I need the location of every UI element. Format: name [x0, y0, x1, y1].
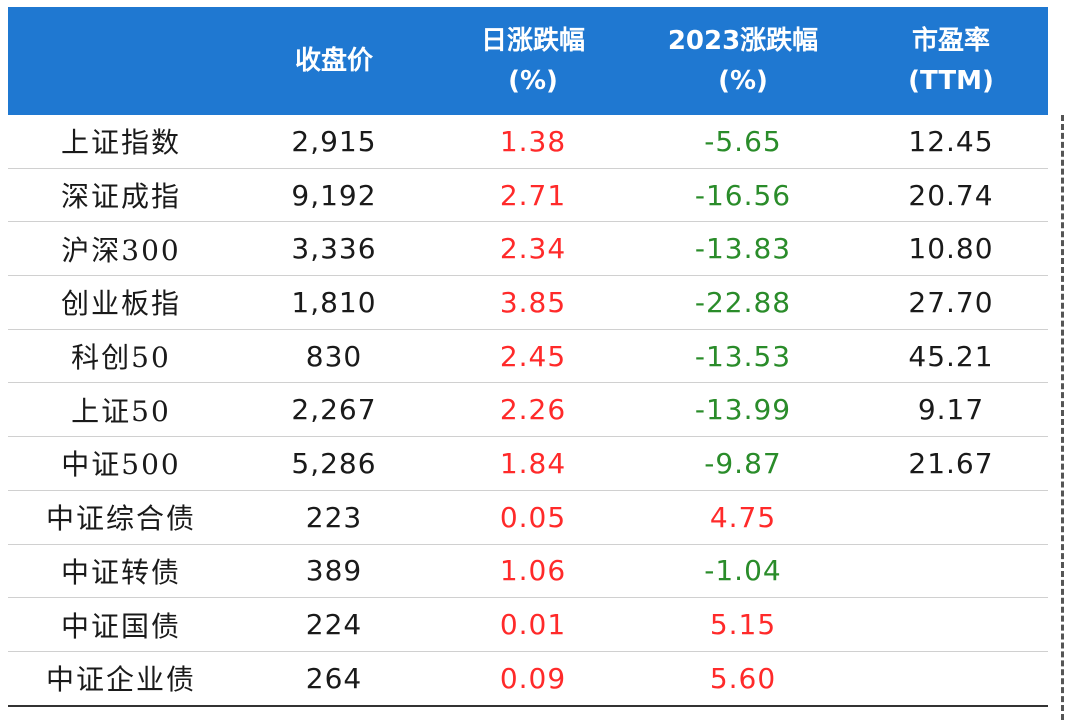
index-name-cell: 上证50: [8, 382, 234, 438]
ytd-change-cell: -22.88: [632, 275, 854, 330]
pe-ratio-cell: 21.67: [854, 436, 1048, 491]
close-price-cell: 264: [234, 651, 434, 707]
daily-change-cell: 2.26: [434, 382, 632, 438]
ytd-change-cell: 5.60: [632, 651, 854, 707]
table-row: 科创50 830 2.45 -13.53 45.21: [8, 329, 1048, 384]
table-row: 沪深300 3,336 2.34 -13.83 10.80: [8, 221, 1048, 277]
index-name-cell: 中证企业债: [8, 651, 234, 707]
table-row: 创业板指 1,810 3.85 -22.88 27.70: [8, 275, 1048, 330]
pe-ratio-cell: 10.80: [854, 221, 1048, 277]
ytd-change-cell: -13.53: [632, 329, 854, 384]
pe-ratio-cell: 27.70: [854, 275, 1048, 330]
pe-ratio-cell: [854, 651, 1048, 707]
table-row: 中证综合债 223 0.05 4.75: [8, 490, 1048, 545]
header-daily-change-unit: (%): [508, 66, 558, 96]
ytd-change-cell: -13.99: [632, 382, 854, 438]
table-row: 中证国债 224 0.01 5.15: [8, 597, 1048, 652]
pe-ratio-cell: 20.74: [854, 168, 1048, 223]
header-row: 收盘价 日涨跌幅 (%) 2023涨跌幅 (%) 市盈率 (TTM): [8, 7, 1048, 115]
close-price-cell: 830: [234, 329, 434, 384]
close-price-cell: 3,336: [234, 221, 434, 277]
close-price-cell: 9,192: [234, 168, 434, 223]
pe-ratio-cell: [854, 490, 1048, 545]
header-pe-ratio: 市盈率 (TTM): [854, 7, 1048, 115]
index-name-cell: 上证指数: [8, 115, 234, 169]
pe-ratio-cell: 12.45: [854, 115, 1048, 169]
header-close-price: 收盘价: [234, 7, 434, 115]
index-name-cell: 创业板指: [8, 275, 234, 330]
daily-change-cell: 3.85: [434, 275, 632, 330]
header-ytd-change-label: 2023涨跌幅: [667, 26, 819, 56]
index-name-cell: 中证500: [8, 436, 234, 491]
daily-change-cell: 2.45: [434, 329, 632, 384]
close-price-cell: 389: [234, 544, 434, 599]
header-ytd-change: 2023涨跌幅 (%): [632, 7, 854, 115]
header-pe-ratio-unit: (TTM): [908, 66, 994, 96]
header-ytd-change-unit: (%): [718, 66, 768, 96]
ytd-change-cell: -13.83: [632, 221, 854, 277]
ytd-change-cell: -1.04: [632, 544, 854, 599]
table-row: 深证成指 9,192 2.71 -16.56 20.74: [8, 168, 1048, 223]
close-price-cell: 223: [234, 490, 434, 545]
ytd-change-cell: 4.75: [632, 490, 854, 545]
header-daily-change-label: 日涨跌幅: [480, 26, 585, 56]
header-pe-ratio-label: 市盈率: [911, 26, 990, 56]
table-body: 上证指数 2,915 1.38 -5.65 12.45 深证成指 9,192 2.71 -16.…: [8, 115, 1048, 707]
daily-change-cell: 1.38: [434, 115, 632, 169]
close-price-cell: 5,286: [234, 436, 434, 491]
daily-change-cell: 2.71: [434, 168, 632, 223]
market-index-table: 收盘价 日涨跌幅 (%) 2023涨跌幅 (%) 市盈率 (TTM) 上证指数 2…: [8, 7, 1048, 707]
ytd-change-cell: 5.15: [632, 597, 854, 652]
table-row: 中证转债 389 1.06 -1.04: [8, 544, 1048, 599]
ytd-change-cell: -9.87: [632, 436, 854, 491]
right-dashed-border: [1061, 115, 1064, 720]
close-price-cell: 224: [234, 597, 434, 652]
pe-ratio-cell: 45.21: [854, 329, 1048, 384]
daily-change-cell: 0.01: [434, 597, 632, 652]
daily-change-cell: 1.06: [434, 544, 632, 599]
daily-change-cell: 1.84: [434, 436, 632, 491]
index-name-cell: 中证国债: [8, 597, 234, 652]
header-daily-change: 日涨跌幅 (%): [434, 7, 632, 115]
header-name: [8, 7, 234, 115]
table-row: 上证指数 2,915 1.38 -5.65 12.45: [8, 115, 1048, 169]
index-name-cell: 沪深300: [8, 221, 234, 277]
market-table-container: 收盘价 日涨跌幅 (%) 2023涨跌幅 (%) 市盈率 (TTM) 上证指数 2…: [8, 7, 1048, 707]
pe-ratio-cell: 9.17: [854, 382, 1048, 438]
table-row: 上证50 2,267 2.26 -13.99 9.17: [8, 382, 1048, 438]
index-name-cell: 深证成指: [8, 168, 234, 223]
pe-ratio-cell: [854, 597, 1048, 652]
pe-ratio-cell: [854, 544, 1048, 599]
index-name-cell: 中证综合债: [8, 490, 234, 545]
daily-change-cell: 2.34: [434, 221, 632, 277]
index-name-cell: 科创50: [8, 329, 234, 384]
table-row: 中证500 5,286 1.84 -9.87 21.67: [8, 436, 1048, 491]
close-price-cell: 2,267: [234, 382, 434, 438]
daily-change-cell: 0.09: [434, 651, 632, 707]
daily-change-cell: 0.05: [434, 490, 632, 545]
close-price-cell: 2,915: [234, 115, 434, 169]
index-name-cell: 中证转债: [8, 544, 234, 599]
close-price-cell: 1,810: [234, 275, 434, 330]
table-row: 中证企业债 264 0.09 5.60: [8, 651, 1048, 707]
ytd-change-cell: -16.56: [632, 168, 854, 223]
ytd-change-cell: -5.65: [632, 115, 854, 169]
